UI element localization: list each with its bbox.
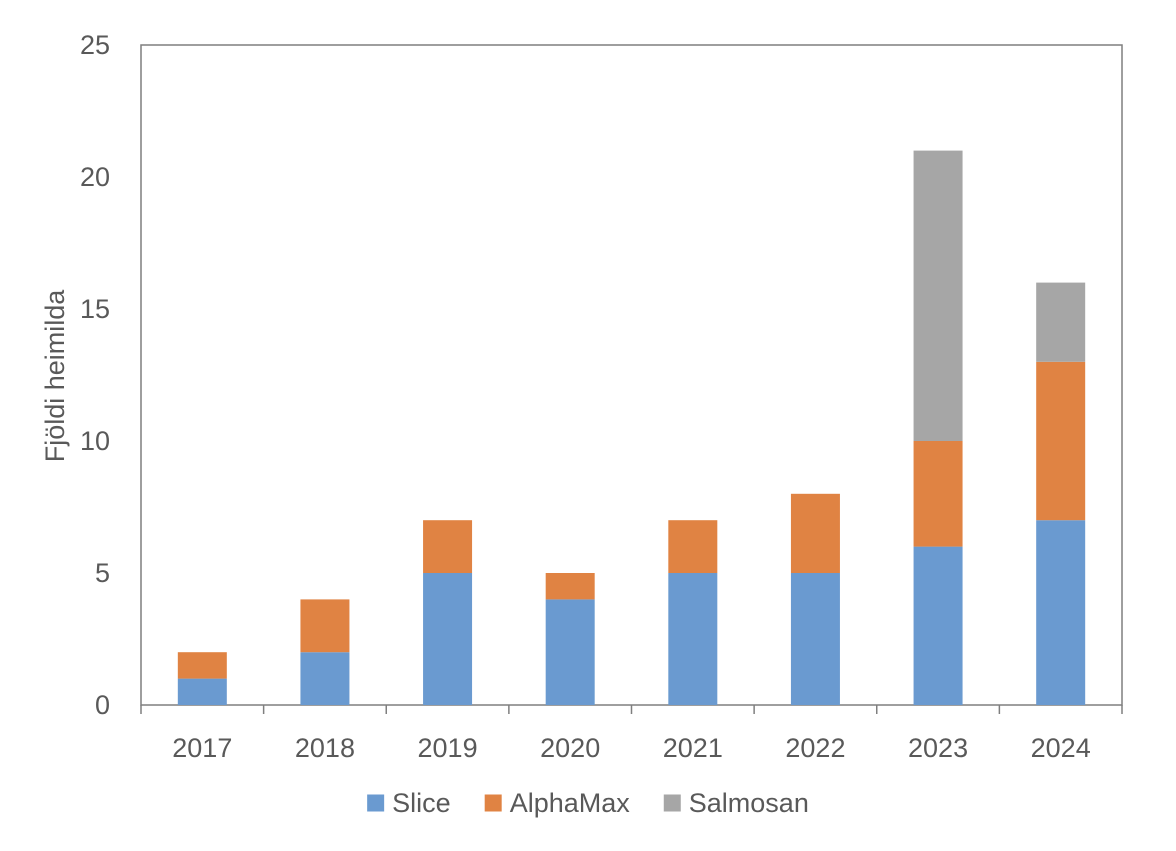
bar-segment-salmosan-2024 (1036, 282, 1086, 362)
bar-segment-slice-2022 (790, 573, 840, 705)
bar-segment-slice-2023 (913, 546, 963, 705)
bar-segment-alphamax-2017 (177, 652, 227, 679)
legend-swatch (367, 794, 385, 812)
bar-segment-alphamax-2022 (790, 493, 840, 573)
bar-segment-alphamax-2020 (545, 573, 595, 600)
y-tick-label: 0 (95, 690, 110, 720)
legend-item-slice: Slice (367, 788, 451, 818)
x-tick-label: 2021 (663, 733, 723, 763)
legend-item-alphamax: AlphaMax (484, 788, 631, 818)
legend-label: Salmosan (689, 788, 809, 818)
y-axis-ticks: 0 5 10 15 20 25 (80, 30, 110, 720)
bar-segment-salmosan-2023 (913, 150, 963, 441)
bar-segment-slice-2024 (1036, 520, 1086, 705)
legend-swatch (484, 794, 502, 812)
bar-segment-alphamax-2023 (913, 441, 963, 547)
bar-segment-slice-2020 (545, 599, 595, 705)
x-tick-label: 2018 (295, 733, 355, 763)
legend-swatch (663, 794, 681, 812)
y-tick-label: 15 (80, 294, 110, 324)
bar-segment-alphamax-2019 (423, 520, 473, 573)
y-tick-label: 10 (80, 426, 110, 456)
bar-segment-slice-2018 (300, 652, 350, 705)
bar-segment-slice-2021 (668, 573, 718, 705)
bars-layer (177, 150, 1086, 705)
x-tick-label: 2020 (540, 733, 600, 763)
y-tick-label: 20 (80, 162, 110, 192)
y-tick-label: 25 (80, 30, 110, 60)
y-axis-title: Fjöldi heimilda (40, 289, 70, 463)
legend: Slice AlphaMax Salmosan (367, 788, 809, 818)
x-axis-ticks: 2017 2018 2019 2020 2021 2022 2023 2024 (140, 705, 1123, 763)
bar-segment-slice-2017 (177, 678, 227, 705)
legend-label: Slice (392, 788, 451, 818)
x-tick-label: 2024 (1031, 733, 1091, 763)
bar-segment-alphamax-2021 (668, 520, 718, 573)
bar-segment-alphamax-2018 (300, 599, 350, 653)
x-tick-label: 2023 (908, 733, 968, 763)
legend-label: AlphaMax (510, 788, 631, 818)
plot-area (140, 44, 1123, 706)
x-tick-label: 2022 (785, 733, 845, 763)
bar-segment-slice-2019 (423, 573, 473, 705)
x-tick-label: 2017 (172, 733, 232, 763)
y-tick-label: 5 (95, 558, 110, 588)
legend-item-salmosan: Salmosan (663, 788, 809, 818)
plot-frame (140, 44, 1123, 706)
bar-segment-alphamax-2024 (1036, 361, 1086, 521)
x-tick-label: 2019 (418, 733, 478, 763)
